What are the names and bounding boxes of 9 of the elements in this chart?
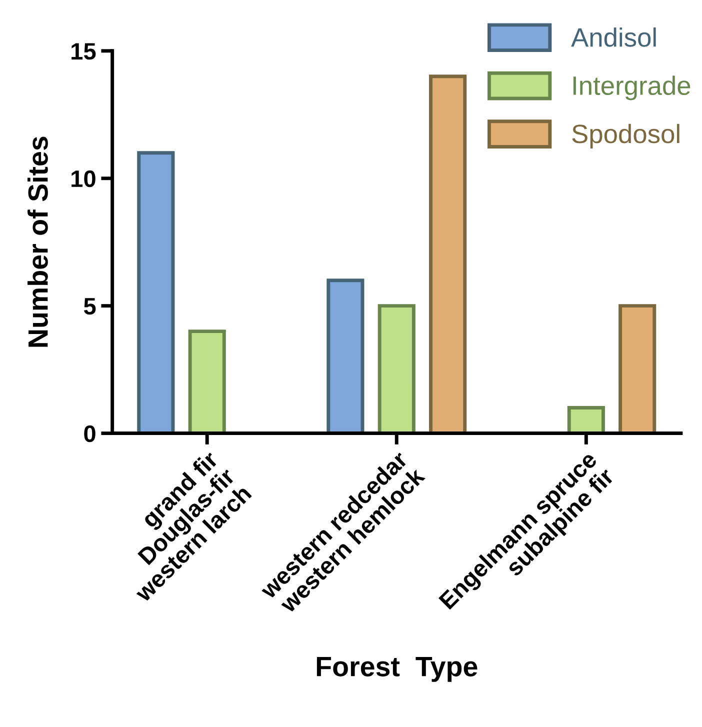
y-tick-label: 10 [72,170,96,188]
y-tick-label: 15 [72,43,96,60]
x-axis-title: Forest Type [316,657,478,682]
y-tick-label: 5 [84,298,96,315]
legend-label: Intergrade [573,76,690,100]
y-tick-label: 0 [84,425,96,442]
legend-label: Andisol [571,27,656,47]
legend-label: Spodosol [572,124,680,148]
y-axis-title: Number of Sites [28,136,48,347]
